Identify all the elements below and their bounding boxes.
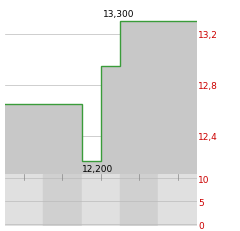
Bar <box>158 174 197 226</box>
Text: 12,200: 12,200 <box>82 164 114 173</box>
Text: 13,300: 13,300 <box>103 10 134 19</box>
Bar <box>82 174 120 226</box>
Bar <box>5 174 43 226</box>
Bar <box>120 174 158 226</box>
Bar <box>43 174 82 226</box>
